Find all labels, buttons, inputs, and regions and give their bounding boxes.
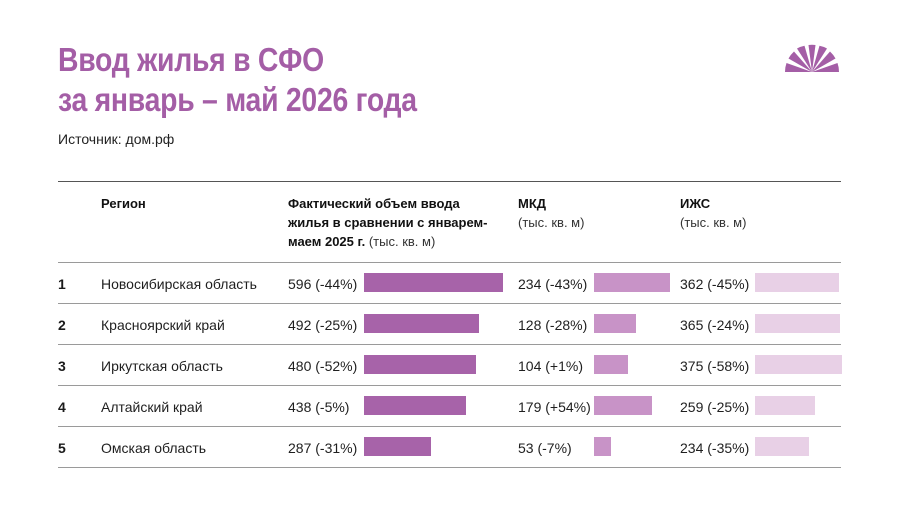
total-bar: [364, 273, 503, 292]
rank-number: 3: [58, 358, 66, 374]
izhs-value-label: 259 (-25%): [680, 399, 750, 415]
region-name: Омская область: [101, 440, 207, 456]
total-value-label: 287 (-31%): [288, 440, 358, 456]
mkd-bar: [594, 396, 652, 415]
izhs-value-label: 234 (-35%): [680, 440, 750, 456]
izhs-value-label: 375 (-58%): [680, 358, 750, 374]
mkd-value-label: 104 (+1%): [518, 358, 583, 374]
total-value-label: 492 (-25%): [288, 317, 358, 333]
table-top-rule: [58, 181, 841, 182]
rank-number: 5: [58, 440, 66, 456]
total-bar: [364, 437, 431, 456]
table-row: 2 Красноярский край 492 (-25%) 128 (-28%) 36…: [0, 304, 900, 345]
total-value-label: 480 (-52%): [288, 358, 358, 374]
mkd-bar: [594, 273, 670, 292]
row-divider: [58, 303, 841, 304]
mkd-value-label: 179 (+54%): [518, 399, 591, 415]
page-title: Ввод жилья в СФО за январь – май 2026 го…: [58, 40, 417, 120]
izhs-bar: [755, 355, 842, 374]
izhs-bar: [755, 273, 839, 292]
table-row: 3 Иркутская область 480 (-52%) 104 (+1%) 375…: [0, 345, 900, 386]
rank-number: 4: [58, 399, 66, 415]
title-line-2: за январь – май 2026 года: [58, 81, 417, 118]
column-header-izhs: ИЖС (тыс. кв. м): [680, 196, 747, 230]
title-line-1: Ввод жилья в СФО: [58, 41, 324, 78]
total-bar: [364, 396, 466, 415]
column-header-mkd: МКД (тыс. кв. м): [518, 196, 585, 230]
izhs-bar: [755, 437, 809, 456]
mkd-value-label: 234 (-43%): [518, 276, 588, 292]
rank-number: 1: [58, 276, 66, 292]
row-divider: [58, 426, 841, 427]
table-row: 5 Омская область 287 (-31%) 53 (-7%) 234 (-3…: [0, 427, 900, 468]
table-row: 4 Алтайский край 438 (-5%) 179 (+54%) 259 (-…: [0, 386, 900, 427]
izhs-bar: [755, 396, 815, 415]
mkd-bar: [594, 314, 636, 333]
region-name: Новосибирская область: [101, 276, 257, 292]
half-sun-logo-icon: [784, 44, 840, 72]
region-name: Иркутская область: [101, 358, 223, 374]
mkd-value-label: 128 (-28%): [518, 317, 588, 333]
source-note: Источник: дом.рф: [58, 131, 175, 147]
row-divider: [58, 385, 841, 386]
mkd-bar: [594, 355, 628, 374]
mkd-value-label: 53 (-7%): [518, 440, 572, 456]
total-bar: [364, 314, 479, 333]
table-row: 1 Новосибирская область 596 (-44%) 234 (-43…: [0, 263, 900, 304]
region-name: Красноярский край: [101, 317, 225, 333]
header-bottom-rule: [58, 262, 841, 263]
izhs-bar: [755, 314, 840, 333]
rank-number: 2: [58, 317, 66, 333]
region-name: Алтайский край: [101, 399, 203, 415]
total-bar: [364, 355, 476, 374]
column-header-region: Регион: [101, 196, 146, 211]
mkd-bar: [594, 437, 611, 456]
izhs-value-label: 365 (-24%): [680, 317, 750, 333]
row-divider: [58, 467, 841, 468]
total-value-label: 596 (-44%): [288, 276, 358, 292]
row-divider: [58, 344, 841, 345]
izhs-value-label: 362 (-45%): [680, 276, 750, 292]
column-header-total: Фактический объем ввода жилья в сравнени…: [288, 196, 488, 249]
total-value-label: 438 (-5%): [288, 399, 350, 415]
